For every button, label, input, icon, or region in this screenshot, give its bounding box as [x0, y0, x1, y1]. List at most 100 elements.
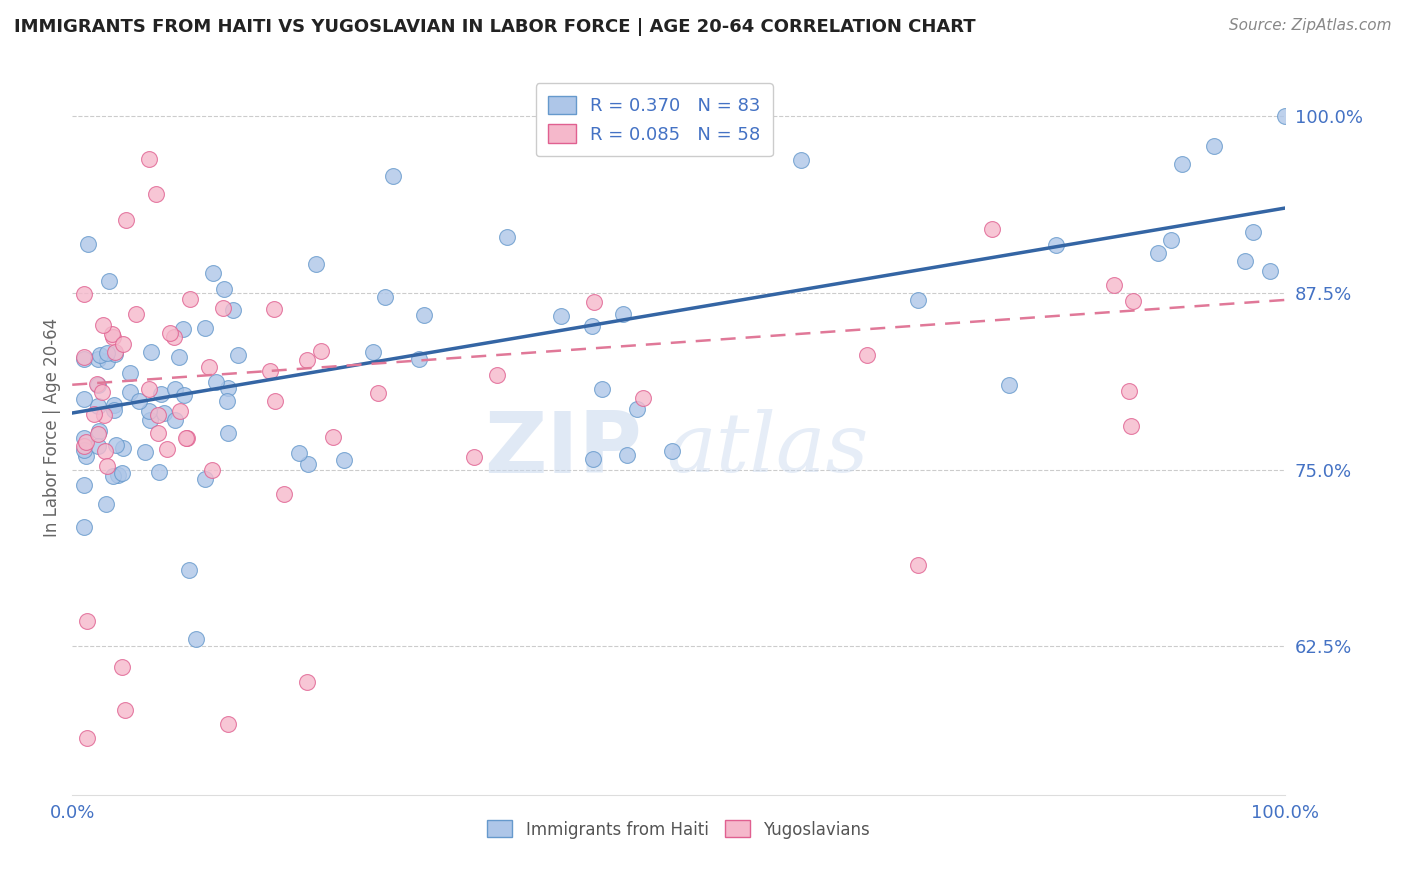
Point	[103, 468, 125, 483]
Point	[322, 430, 344, 444]
Point	[201, 266, 224, 280]
Point	[87, 400, 110, 414]
Point	[87, 377, 110, 392]
Point	[73, 478, 96, 492]
Point	[1241, 225, 1264, 239]
Point	[176, 431, 198, 445]
Point	[138, 152, 160, 166]
Point	[612, 307, 634, 321]
Point	[173, 388, 195, 402]
Text: Source: ZipAtlas.com: Source: ZipAtlas.com	[1229, 18, 1392, 33]
Point	[790, 153, 813, 167]
Point	[179, 563, 201, 577]
Point	[172, 322, 194, 336]
Point	[87, 351, 110, 366]
Point	[145, 186, 167, 201]
Point	[87, 439, 110, 453]
Point	[98, 274, 121, 288]
Point	[76, 237, 98, 252]
Point	[907, 558, 929, 573]
Point	[73, 392, 96, 406]
Point	[263, 302, 285, 317]
Point	[138, 403, 160, 417]
Point	[134, 445, 156, 459]
Point	[156, 442, 179, 456]
Point	[228, 348, 250, 362]
Point	[73, 439, 96, 453]
Point	[217, 717, 239, 731]
Point	[633, 391, 655, 405]
Point	[125, 307, 148, 321]
Point	[118, 366, 141, 380]
Point	[93, 408, 115, 422]
Point	[1274, 109, 1296, 123]
Point	[76, 614, 98, 628]
Point	[148, 465, 170, 479]
Point	[297, 457, 319, 471]
Point	[856, 349, 879, 363]
Point	[1118, 384, 1140, 398]
Point	[204, 375, 226, 389]
Point	[363, 345, 385, 359]
Point	[309, 344, 332, 359]
Point	[980, 222, 1002, 236]
Point	[304, 257, 326, 271]
Point	[217, 426, 239, 441]
Point	[111, 660, 134, 674]
Point	[333, 453, 356, 467]
Point	[264, 393, 287, 408]
Point	[194, 472, 217, 486]
Point	[107, 468, 129, 483]
Point	[73, 352, 96, 367]
Point	[76, 731, 98, 746]
Point	[661, 444, 683, 458]
Point	[582, 451, 605, 466]
Point	[616, 448, 638, 462]
Point	[73, 520, 96, 534]
Point	[114, 212, 136, 227]
Point	[138, 413, 160, 427]
Point	[104, 345, 127, 359]
Point	[1102, 278, 1125, 293]
Point	[201, 462, 224, 476]
Point	[138, 382, 160, 396]
Point	[1119, 418, 1142, 433]
Point	[75, 434, 97, 449]
Point	[159, 326, 181, 340]
Point	[96, 459, 118, 474]
Point	[86, 377, 108, 392]
Point	[101, 326, 124, 341]
Point	[96, 345, 118, 359]
Point	[73, 432, 96, 446]
Point	[295, 674, 318, 689]
Point	[112, 337, 135, 351]
Point	[169, 404, 191, 418]
Point	[150, 387, 173, 401]
Point	[217, 394, 239, 409]
Point	[73, 351, 96, 365]
Point	[110, 467, 132, 481]
Point	[83, 407, 105, 421]
Point	[104, 347, 127, 361]
Point	[198, 359, 221, 374]
Point	[463, 450, 485, 464]
Point	[259, 363, 281, 377]
Point	[367, 385, 389, 400]
Point	[1170, 156, 1192, 170]
Point	[87, 426, 110, 441]
Y-axis label: In Labor Force | Age 20-64: In Labor Force | Age 20-64	[44, 318, 60, 537]
Point	[163, 382, 186, 396]
Text: IMMIGRANTS FROM HAITI VS YUGOSLAVIAN IN LABOR FORCE | AGE 20-64 CORRELATION CHAR: IMMIGRANTS FROM HAITI VS YUGOSLAVIAN IN …	[14, 18, 976, 36]
Point	[93, 318, 115, 332]
Point	[89, 424, 111, 438]
Point	[184, 632, 207, 647]
Point	[104, 437, 127, 451]
Point	[1147, 246, 1170, 260]
Point	[485, 368, 508, 383]
Point	[94, 443, 117, 458]
Point	[103, 330, 125, 344]
Point	[141, 345, 163, 359]
Point	[582, 295, 605, 310]
Point	[153, 406, 176, 420]
Point	[73, 287, 96, 301]
